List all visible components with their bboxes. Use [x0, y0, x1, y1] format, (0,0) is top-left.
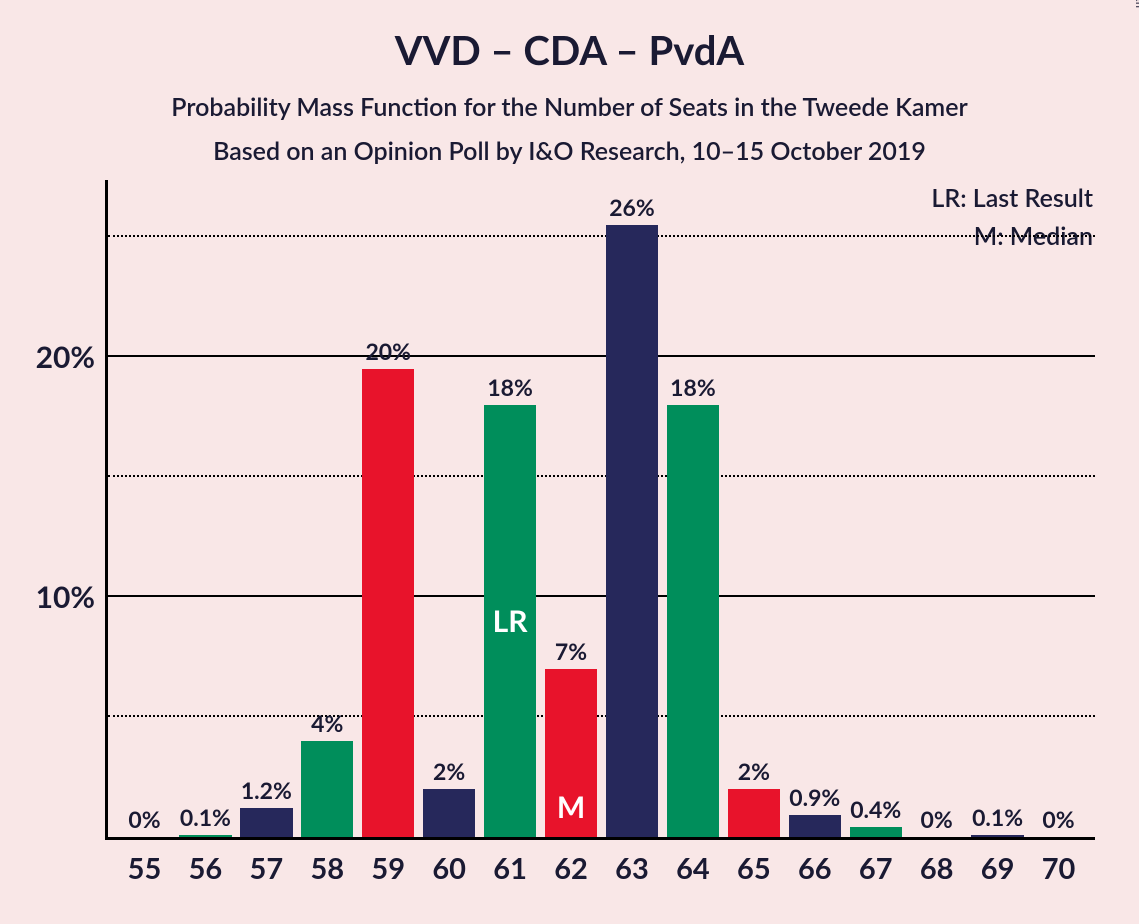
x-axis-tick-label: 62 [541, 851, 602, 886]
x-axis-tick-label: 68 [906, 851, 967, 886]
bar-slot: 0.1% [175, 180, 236, 837]
bar: LR [484, 405, 536, 837]
bar-value-label: 0.1% [180, 803, 231, 831]
bar-value-label: 4% [311, 709, 343, 737]
bar [606, 225, 658, 837]
bar [789, 815, 841, 837]
bar-slot: 18% [662, 180, 723, 837]
x-axis-tick-label: 56 [175, 851, 236, 886]
chart-title: VVD – CDA – PvdA [0, 0, 1139, 74]
bar-value-label: 2% [738, 757, 770, 785]
x-axis-tick-label: 58 [297, 851, 358, 886]
x-axis-tick-label: 63 [602, 851, 663, 886]
bar-slot: 20% [358, 180, 419, 837]
bar-value-label: 18% [487, 373, 533, 401]
bar [362, 369, 414, 837]
bar-slot: 7% M [541, 180, 602, 837]
y-axis-label: 20% [36, 339, 95, 375]
bar-value-label: 7% [555, 637, 587, 665]
x-axis-tick-label: 70 [1028, 851, 1089, 886]
x-axis-tick-label: 64 [662, 851, 723, 886]
bar [728, 789, 780, 837]
bar-slot: 0% [1028, 180, 1089, 837]
bar-slot: 18% LR [480, 180, 541, 837]
bar-value-label: 0.9% [789, 783, 840, 811]
bar-value-label: 2% [433, 757, 465, 785]
bar-value-label: 0% [128, 805, 160, 833]
bar [423, 789, 475, 837]
bar-inner-label: M [557, 789, 585, 825]
bar-slot: 0.9% [784, 180, 845, 837]
chart-subtitle-2: Based on an Opinion Poll by I&O Research… [0, 136, 1139, 166]
x-axis-tick-label: 59 [358, 851, 419, 886]
bar [667, 405, 719, 837]
bar-slot: 0% [114, 180, 175, 837]
x-axis-tick-label: 60 [419, 851, 480, 886]
bar: M [545, 669, 597, 837]
bar-slot: 2% [419, 180, 480, 837]
x-axis-tick-label: 61 [480, 851, 541, 886]
x-axis-tick-label: 65 [723, 851, 784, 886]
chart-subtitle-1: Probability Mass Function for the Number… [0, 92, 1139, 122]
bar-slot: 4% [297, 180, 358, 837]
bar [179, 835, 231, 837]
bar [971, 835, 1023, 837]
chart-plot-area: 10%20% 0%0.1%1.2%4%20%2%18%LR7%M26%18%2%… [105, 180, 1095, 840]
bar-slot: 2% [723, 180, 784, 837]
bar-slot: 0.4% [845, 180, 906, 837]
y-axis-label: 10% [36, 579, 95, 615]
bar-slot: 26% [602, 180, 663, 837]
bar-value-label: 0% [921, 805, 953, 833]
copyright: © 2020 Filip van Laenen [1133, 0, 1139, 8]
bar-value-label: 1.2% [241, 776, 292, 804]
bar-value-label: 0.1% [972, 803, 1023, 831]
x-axis-labels: 55565758596061626364656667686970 [108, 851, 1095, 886]
bar-slot: 0.1% [967, 180, 1028, 837]
bar [240, 808, 292, 837]
x-axis-tick-label: 55 [114, 851, 175, 886]
x-axis-tick-label: 57 [236, 851, 297, 886]
bar-value-label: 20% [365, 337, 411, 365]
x-axis-tick-label: 66 [784, 851, 845, 886]
bar-inner-label: LR [493, 603, 528, 639]
x-axis-tick-label: 67 [845, 851, 906, 886]
bars-container: 0% 0.1% 1.2% 4% 20% 2% 18% LR 7% M 26% 18% 2% 0.9% 0.4… [108, 180, 1095, 837]
bar-slot: 0% [906, 180, 967, 837]
bar-value-label: 0.4% [850, 795, 901, 823]
bar-value-label: 18% [670, 373, 716, 401]
bar [850, 827, 902, 837]
x-axis-tick-label: 69 [967, 851, 1028, 886]
bar-value-label: 26% [609, 193, 655, 221]
bar-value-label: 0% [1042, 805, 1074, 833]
bar [301, 741, 353, 837]
bar-slot: 1.2% [236, 180, 297, 837]
